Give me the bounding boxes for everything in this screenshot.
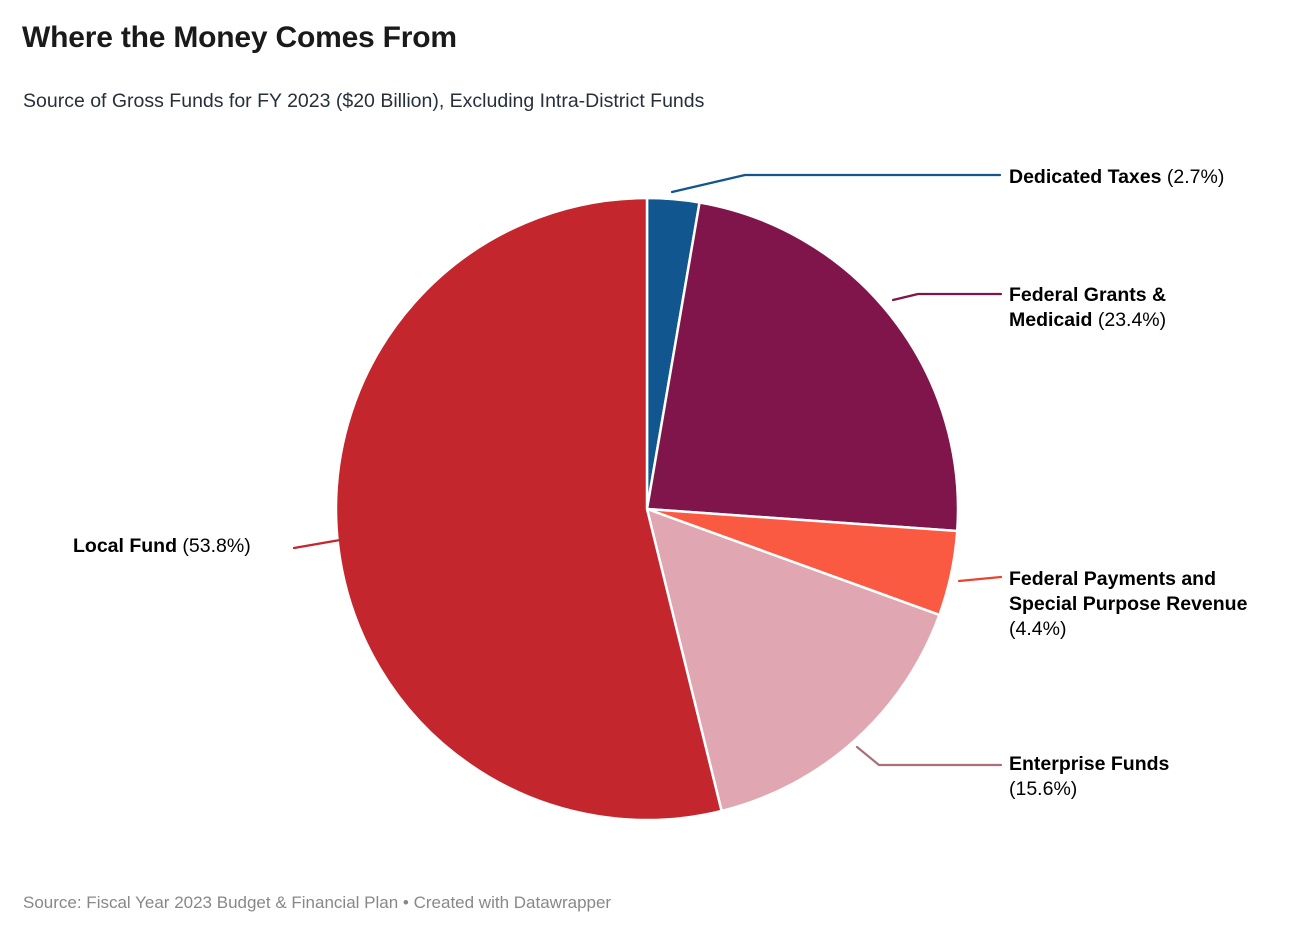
page-title: Where the Money Comes From — [22, 21, 457, 54]
chart-subtitle: Source of Gross Funds for FY 2023 ($20 B… — [23, 90, 705, 112]
slice-label-federal-grants-name: Federal Grants & Medicaid — [1009, 284, 1167, 331]
slice-label-federal-payments: Federal Payments and Special Purpose Rev… — [1009, 567, 1259, 642]
pie-slice[interactable] — [645, 201, 960, 533]
pie-slice[interactable] — [334, 196, 724, 822]
slice-label-federal-grants-value: (23.4%) — [1092, 309, 1167, 331]
pie-slice[interactable] — [645, 507, 942, 813]
footer-separator: • — [402, 893, 409, 912]
slice-label-federal-grants: Federal Grants & Medicaid (23.4%) — [1009, 283, 1224, 333]
slice-label-enterprise-funds-value: (15.6%) — [1009, 778, 1078, 800]
slice-label-dedicated-taxes-value: (2.7%) — [1161, 166, 1225, 188]
slice-label-enterprise-funds: Enterprise Funds (15.6%) — [1009, 752, 1229, 802]
slice-label-enterprise-funds-name: Enterprise Funds — [1009, 753, 1170, 775]
slice-label-dedicated-taxes: Dedicated Taxes (2.7%) — [1009, 165, 1224, 190]
leader-line-dedicated-taxes — [670, 173, 1002, 194]
slice-label-federal-payments-name: Federal Payments and Special Purpose Rev… — [1009, 568, 1248, 615]
slice-label-federal-payments-value: (4.4%) — [1009, 618, 1067, 640]
slice-label-local-fund-name: Local Fund — [73, 535, 177, 557]
leader-line-enterprise-funds — [855, 745, 1003, 767]
slice-label-dedicated-taxes-name: Dedicated Taxes — [1009, 166, 1162, 188]
leader-line-local-fund — [292, 538, 342, 550]
leader-line-group — [292, 173, 1003, 767]
slice-label-local-fund-value: (53.8%) — [177, 535, 251, 557]
footer-source-text: Source: Fiscal Year 2023 Budget & Financ… — [23, 893, 399, 912]
pie-slice-group — [334, 196, 960, 822]
footer-credit-text[interactable]: Created with Datawrapper — [413, 893, 612, 912]
slice-label-local-fund: Local Fund (53.8%) — [73, 534, 251, 559]
leader-line-federal-grants — [891, 292, 1003, 302]
chart-footer: Source: Fiscal Year 2023 Budget & Financ… — [23, 893, 611, 913]
leader-line-federal-payments — [957, 575, 1003, 583]
